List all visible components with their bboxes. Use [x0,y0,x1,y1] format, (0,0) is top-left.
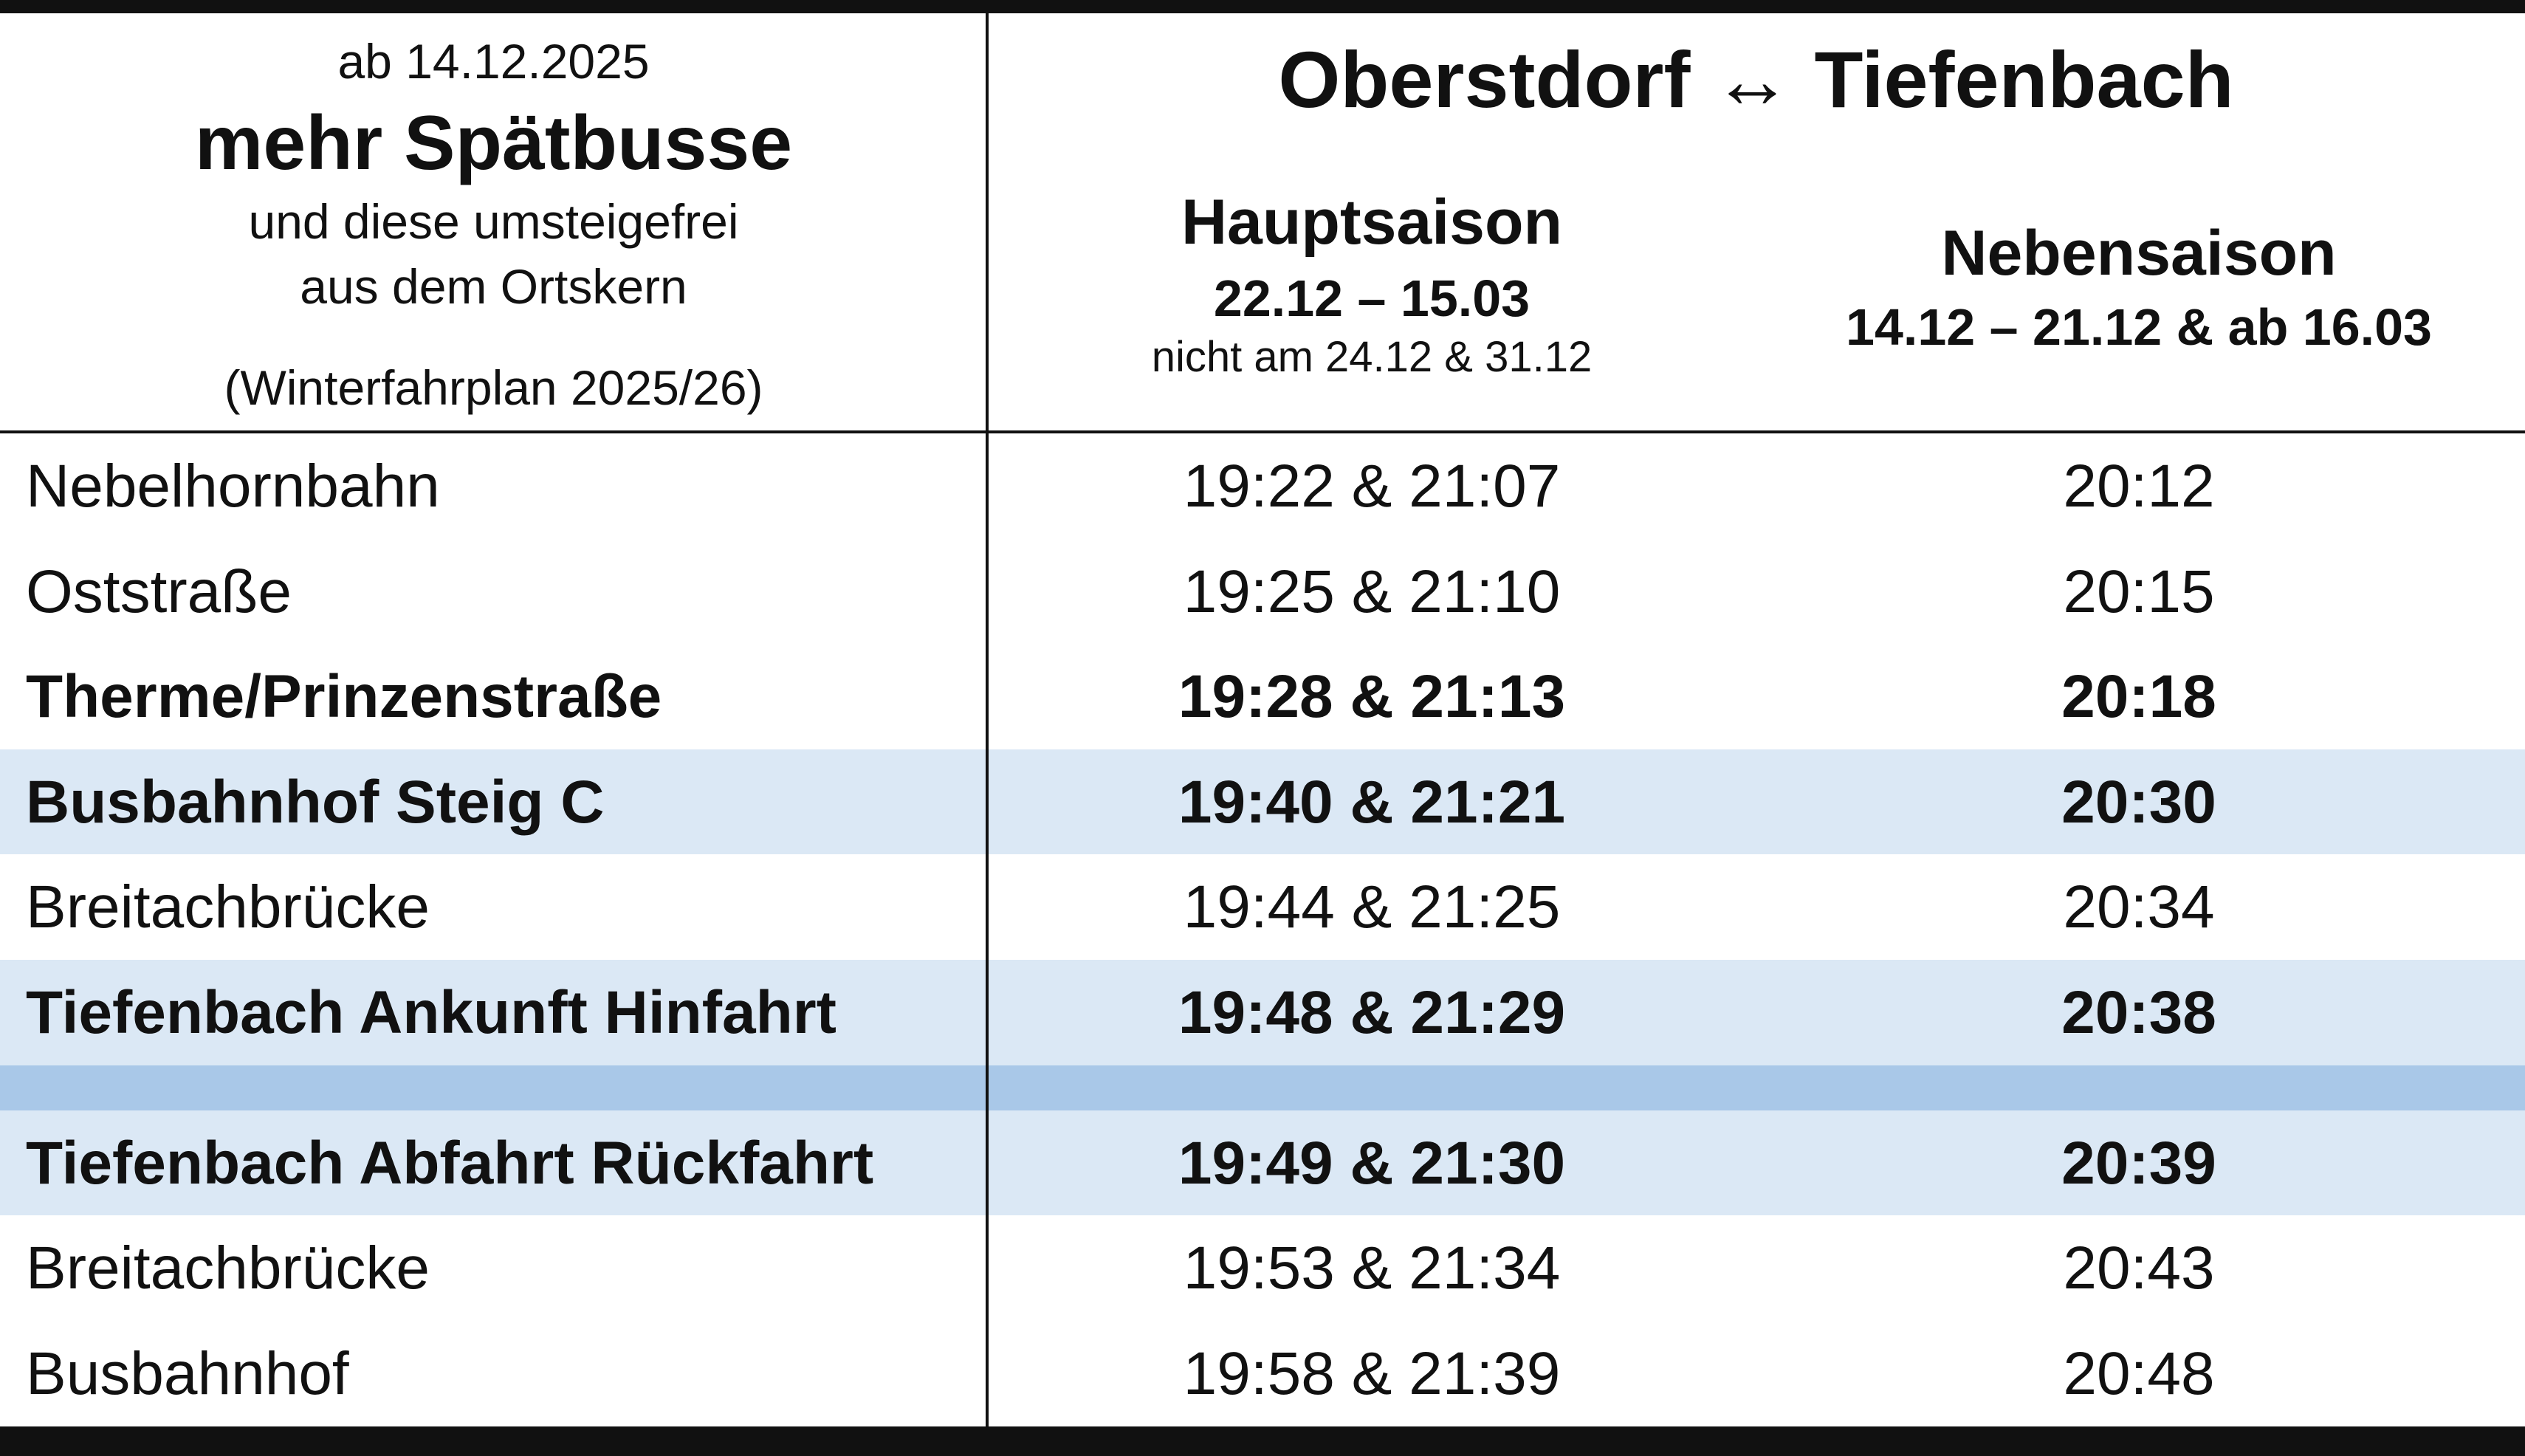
bottom-border [0,1426,2525,1456]
column-dates: 14.12 – 21.12 & ab 16.03 [1846,298,2432,356]
departure-time: 20:48 [2063,1339,2215,1407]
timetable-row: Tiefenbach Ankunft Hinfahrt 19:48 & 21:29… [0,960,2525,1065]
timetable-row: Breitachbrücke 19:53 & 21:34 20:43 [0,1215,2525,1321]
column-dates: 22.12 – 15.03 [1213,269,1531,327]
departure-time: 19:28 & 21:13 [1178,663,1566,731]
departure-time: 19:58 & 21:39 [1183,1339,1561,1407]
timetable-row: Tiefenbach Abfahrt Rückfahrt 19:49 & 21:3… [0,1110,2525,1216]
column-divider [986,13,989,1426]
departure-time: 19:44 & 21:25 [1183,873,1561,941]
stop-name: Busbahnhof [26,1339,349,1407]
departure-time: 20:34 [2063,873,2215,941]
date: ab 14.12.2025 [337,34,650,89]
departure-time: 19:49 & 21:30 [1178,1129,1566,1197]
departure-time: 19:48 & 21:29 [1178,979,1566,1046]
top-border [0,0,2525,13]
timetable-row: Therme/Prinzenstraße 19:28 & 21:13 20:18 [0,644,2525,749]
departure-time: 20:30 [2061,768,2216,836]
timetable-row: Busbahnhof 19:58 & 21:39 20:48 [0,1321,2525,1426]
stop-name: Therme/Prinzenstraße [26,663,662,731]
departure-time: 20:43 [2063,1234,2215,1302]
note: (Winterfahrplan 2025/26) [224,360,763,415]
title: mehr Spätbusse [194,100,793,186]
departure-time: 19:40 & 21:21 [1178,768,1566,836]
subtitle: und diese umsteigefrei [248,194,739,249]
route-title: Oberstdorf ↔ Tiefenbach [1278,35,2234,124]
timetable-row: Breitachbrücke 19:44 & 21:25 20:34 [0,854,2525,960]
departure-time: 19:22 & 21:07 [1183,453,1561,520]
timetable-row: Nebelhornbahn 19:22 & 21:07 20:12 [0,433,2525,539]
timetable-row: Oststraße 19:25 & 21:10 20:15 [0,539,2525,645]
stop-name: Nebelhornbahn [26,453,440,520]
column-name: Nebensaison [1941,218,2337,289]
timetable-row: Busbahnhof Steig C 19:40 & 21:21 20:30 [0,749,2525,855]
header-line [0,430,2525,433]
stop-name: Breitachbrücke [26,1234,430,1302]
departure-time: 20:38 [2061,979,2216,1046]
stop-name: Oststraße [26,557,292,625]
departure-time: 20:18 [2061,663,2216,731]
departure-time: 19:53 & 21:34 [1183,1234,1561,1302]
column-note: nicht am 24.12 & 31.12 [1151,333,1593,381]
departure-time: 19:25 & 21:10 [1183,557,1561,625]
subtitle: aus dem Ortskern [300,259,687,314]
stop-name: Tiefenbach Abfahrt Rückfahrt [26,1129,874,1197]
stop-name: Tiefenbach Ankunft Hinfahrt [26,979,836,1046]
section-separator [0,1065,2525,1110]
departure-time: 20:15 [2063,557,2215,625]
column-name: Hauptsaison [1181,187,1563,258]
stop-name: Breitachbrücke [26,873,430,941]
stop-name: Busbahnhof Steig C [26,768,605,836]
departure-time: 20:12 [2063,453,2215,520]
departure-time: 20:39 [2061,1129,2216,1197]
